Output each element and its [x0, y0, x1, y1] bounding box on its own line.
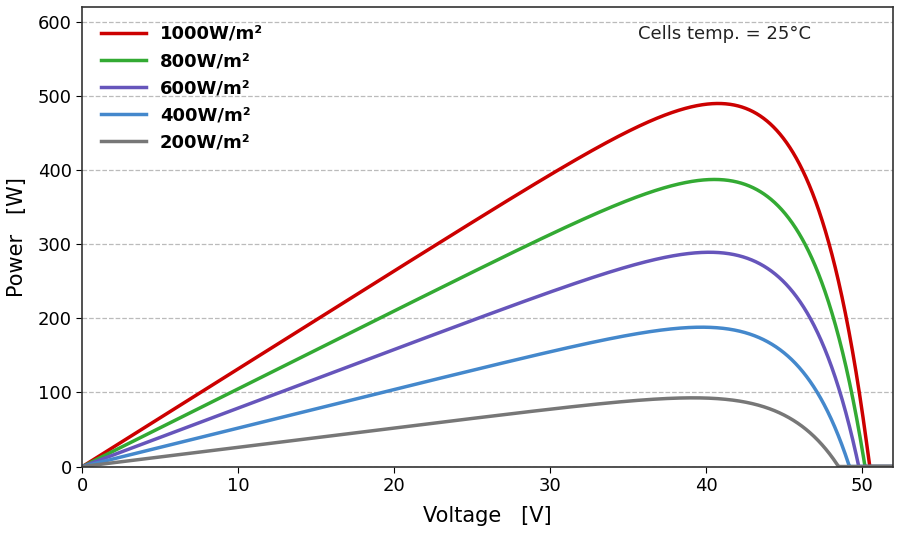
1000W/m² [785, 144, 796, 151]
600W/m² [169, 429, 180, 435]
200W/m² [169, 452, 180, 458]
200W/m² [872, 463, 883, 470]
400W/m² [388, 386, 399, 393]
200W/m² [77, 463, 88, 470]
400W/m² [77, 463, 88, 470]
X-axis label: Voltage   [V]: Voltage [V] [424, 506, 552, 526]
800W/m² [709, 176, 720, 183]
800W/m² [887, 463, 898, 470]
200W/m² [785, 415, 796, 422]
600W/m² [872, 463, 883, 470]
Line: 400W/m²: 400W/m² [83, 327, 893, 466]
200W/m² [388, 425, 399, 431]
600W/m² [388, 346, 399, 353]
800W/m² [872, 463, 883, 470]
1000W/m² [887, 463, 898, 470]
200W/m² [887, 463, 898, 470]
1000W/m² [77, 463, 88, 470]
800W/m² [423, 290, 434, 297]
600W/m² [77, 463, 88, 470]
1000W/m² [388, 268, 399, 274]
400W/m² [872, 463, 883, 470]
400W/m² [218, 429, 229, 435]
Line: 200W/m²: 200W/m² [83, 398, 893, 466]
200W/m² [423, 421, 434, 427]
400W/m² [169, 440, 180, 447]
Line: 800W/m²: 800W/m² [83, 180, 893, 466]
400W/m² [887, 463, 898, 470]
800W/m² [218, 393, 229, 400]
600W/m² [218, 410, 229, 417]
Line: 600W/m²: 600W/m² [83, 252, 893, 466]
400W/m² [423, 378, 434, 384]
800W/m² [785, 217, 796, 223]
200W/m² [688, 394, 698, 401]
600W/m² [887, 463, 898, 470]
1000W/m² [423, 246, 434, 253]
800W/m² [169, 417, 180, 424]
Legend: 1000W/m², 800W/m², 600W/m², 400W/m², 200W/m²: 1000W/m², 800W/m², 600W/m², 400W/m², 200… [92, 16, 273, 160]
400W/m² [697, 324, 707, 330]
1000W/m² [218, 375, 229, 382]
200W/m² [218, 446, 229, 453]
400W/m² [785, 355, 796, 361]
1000W/m² [169, 405, 180, 411]
600W/m² [704, 249, 715, 255]
1000W/m² [713, 100, 724, 107]
800W/m² [388, 308, 399, 314]
600W/m² [785, 286, 796, 292]
1000W/m² [872, 463, 883, 470]
800W/m² [77, 463, 88, 470]
Line: 1000W/m²: 1000W/m² [83, 103, 893, 466]
Y-axis label: Power   [W]: Power [W] [7, 177, 27, 297]
600W/m² [423, 334, 434, 340]
Text: Cells temp. = 25°C: Cells temp. = 25°C [638, 26, 811, 43]
